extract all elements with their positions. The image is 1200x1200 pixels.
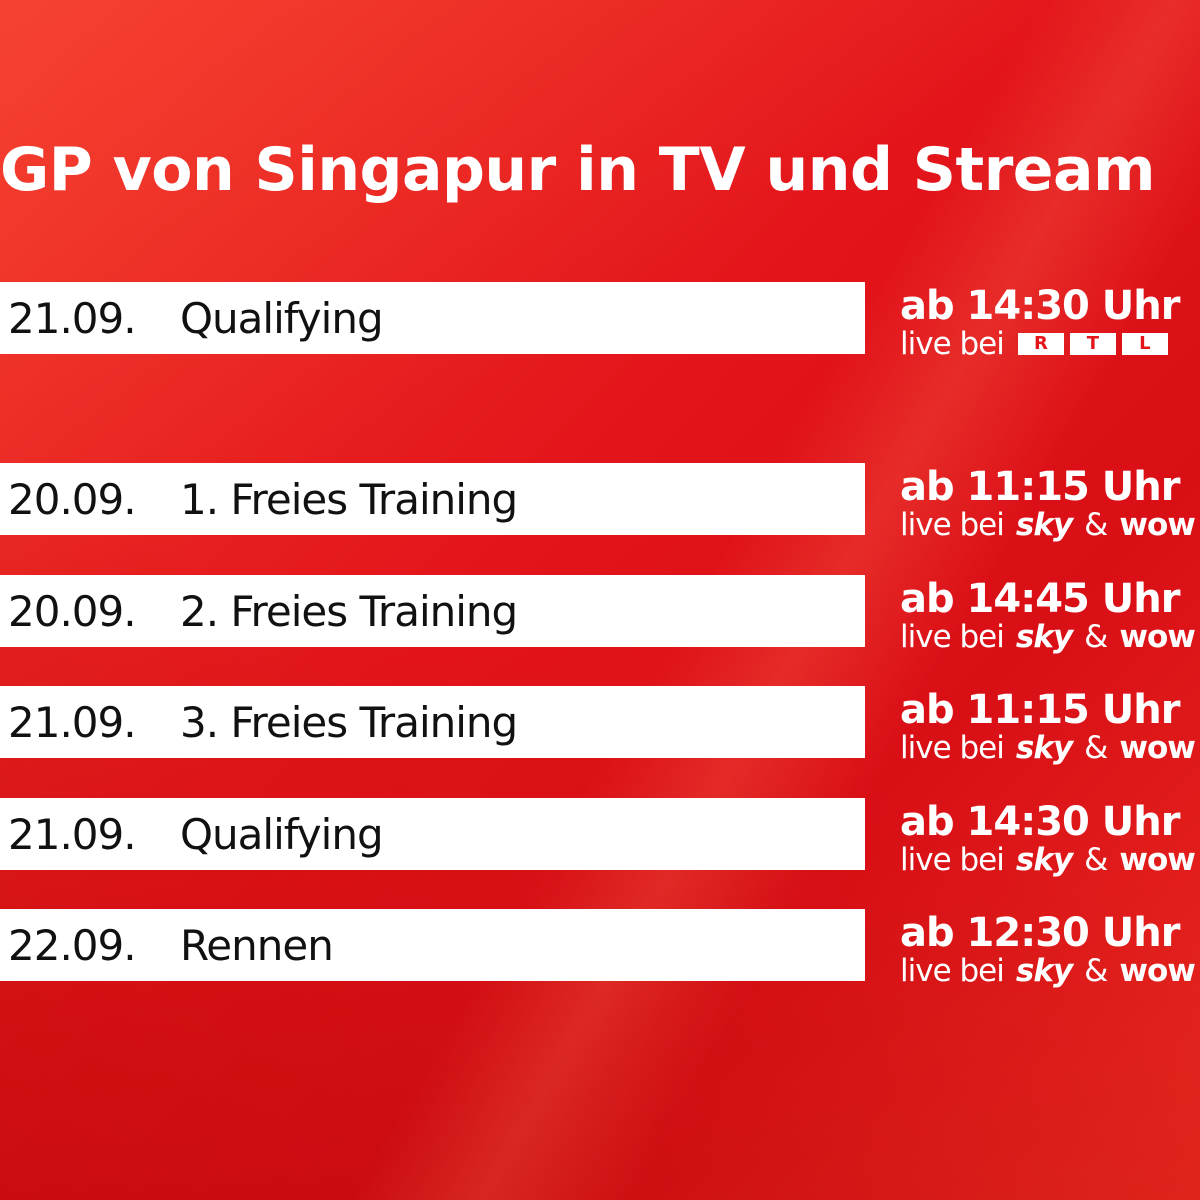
start-time: ab 11:15 Uhr (900, 464, 1180, 510)
schedule-bar: 22.09. Rennen (0, 909, 865, 981)
channel-name: & (1084, 730, 1108, 766)
channel-name: & (1084, 842, 1108, 878)
channel-name: & (1084, 507, 1108, 543)
broadcaster-line: live bei sky & wow (900, 619, 1196, 655)
event: Qualifying (180, 294, 384, 343)
channel-name: wow (1119, 730, 1196, 766)
channel-name: & (1084, 953, 1108, 989)
date: 20.09. (8, 587, 137, 636)
date: 21.09. (8, 698, 137, 747)
rtl-logo-letter: L (1121, 333, 1168, 355)
event: 1. Freies Training (180, 475, 518, 524)
broadcaster-line: live bei sky & wow (900, 953, 1196, 989)
live-label: live bei (900, 507, 1005, 543)
channel-name: wow (1119, 953, 1196, 989)
date: 22.09. (8, 921, 137, 970)
event: 3. Freies Training (180, 698, 518, 747)
start-time: ab 12:30 Uhr (900, 910, 1180, 956)
live-label: live bei (900, 619, 1005, 655)
date: 21.09. (8, 294, 137, 343)
channel-name: wow (1119, 619, 1196, 655)
start-time: ab 11:15 Uhr (900, 687, 1180, 733)
start-time: ab 14:30 Uhr (900, 283, 1180, 329)
channel-name: wow (1119, 842, 1196, 878)
live-label: live bei (900, 953, 1005, 989)
schedule-bar: 20.09. 1. Freies Training (0, 463, 865, 535)
title: GP von Singapur in TV und Stream (0, 135, 1156, 205)
schedule-bar: 21.09. 3. Freies Training (0, 686, 865, 758)
channel-name: & (1084, 619, 1108, 655)
channel-name: sky (1015, 953, 1073, 989)
channel-name: wow (1119, 507, 1196, 543)
rtl-logo-letter: T (1069, 333, 1116, 355)
start-time: ab 14:30 Uhr (900, 799, 1180, 845)
channel-name: sky (1015, 842, 1073, 878)
schedule-bar: 21.09. Qualifying (0, 798, 865, 870)
channel-name: sky (1015, 619, 1073, 655)
channel-name: sky (1015, 730, 1073, 766)
start-time: ab 14:45 Uhr (900, 576, 1180, 622)
live-label: live bei (900, 730, 1005, 766)
schedule-bar: 21.09. Qualifying (0, 282, 865, 354)
event: Rennen (180, 921, 334, 970)
live-label: live bei (900, 842, 1005, 878)
broadcaster-line: live bei sky & wow (900, 730, 1196, 766)
event: 2. Freies Training (180, 587, 518, 636)
schedule-bar: 20.09. 2. Freies Training (0, 575, 865, 647)
broadcaster-line: live bei R T L (900, 326, 1168, 362)
rtl-logo-letter: R (1017, 333, 1064, 355)
live-label: live bei (900, 326, 1005, 362)
channel-name: sky (1015, 507, 1073, 543)
date: 20.09. (8, 475, 137, 524)
broadcaster-line: live bei sky & wow (900, 842, 1196, 878)
event: Qualifying (180, 810, 384, 859)
date: 21.09. (8, 810, 137, 859)
broadcaster-line: live bei sky & wow (900, 507, 1196, 543)
